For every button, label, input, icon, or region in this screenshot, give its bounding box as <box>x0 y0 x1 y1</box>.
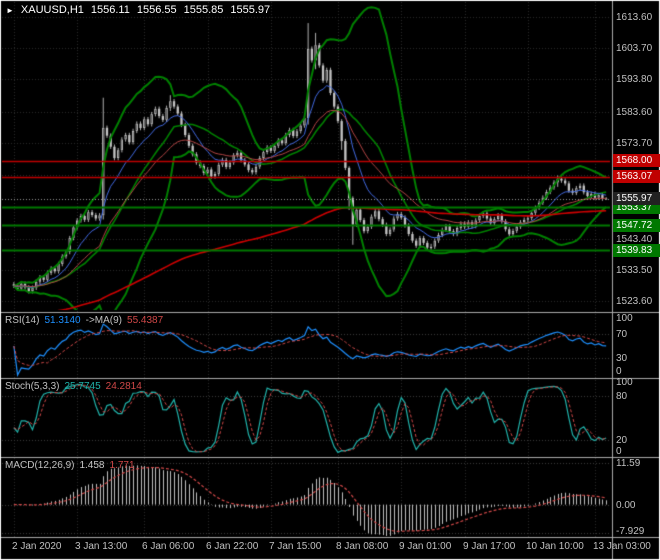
rsi-ma-value: 55.4387 <box>127 315 164 326</box>
rsi-indicator-label: RSI(14) 51.3140 ->MA(9) 55.4387 <box>5 315 163 326</box>
chart-header: ► XAUUSD,H1 1556.11 1556.55 1555.85 1555… <box>6 4 270 16</box>
stoch-axis-tick: 20 <box>616 435 628 446</box>
price-line-label: 1568.00 <box>613 154 660 167</box>
rsi-axis-tick: 100 <box>616 313 633 324</box>
time-axis-tick: 13 Jan 03:00 <box>593 541 651 552</box>
time-axis-tick: 8 Jan 08:00 <box>336 541 389 552</box>
high-value: 1556.55 <box>136 4 177 16</box>
price-line-label: 1563.07 <box>613 170 660 183</box>
price-line-label: 1539.83 <box>613 244 660 257</box>
macd-value: 1.458 <box>79 460 105 471</box>
macd-axis-tick: -7.929 <box>616 526 645 537</box>
time-axis-tick: 6 Jan 22:00 <box>206 541 259 552</box>
rsi-name: RSI(14) <box>5 315 40 326</box>
symbol-timeframe-label: XAUUSD,H1 <box>20 4 84 16</box>
open-value: 1556.11 <box>90 4 130 16</box>
stoch-axis-tick: 0 <box>616 446 622 457</box>
macd-indicator-label: MACD(12,26,9) 1.458 1.771 <box>5 460 135 471</box>
price-axis-tick: 1573.70 <box>616 138 653 149</box>
stoch-k-value: 25.7745 <box>64 381 101 392</box>
macd-axis-tick: 11.59 <box>616 458 641 469</box>
macd-name: MACD(12,26,9) <box>5 460 75 471</box>
rsi-axis-tick: 70 <box>616 329 628 340</box>
stoch-d-value: 24.2814 <box>105 381 142 392</box>
time-axis-tick: 9 Jan 01:00 <box>399 541 452 552</box>
macd-axis-tick: 0.00 <box>616 500 636 511</box>
current-price-label: 1555.97 <box>613 192 660 205</box>
time-axis-tick: 9 Jan 17:00 <box>463 541 516 552</box>
time-axis-tick: 6 Jan 06:00 <box>142 541 195 552</box>
bar-marker-icon: ► <box>6 5 14 15</box>
price-axis-tick: 1583.60 <box>616 107 653 118</box>
price-axis-tick: 1533.50 <box>616 265 653 276</box>
time-axis-tick: 7 Jan 15:00 <box>269 541 322 552</box>
price-axis-tick: 1523.60 <box>616 296 653 307</box>
stoch-name: Stoch(5,3,3) <box>5 381 60 392</box>
price-axis-tick: 1543.40 <box>616 234 653 245</box>
rsi-axis-tick: 0 <box>616 366 622 377</box>
time-axis-tick: 3 Jan 13:00 <box>75 541 128 552</box>
stoch-indicator-label: Stoch(5,3,3) 25.7745 24.2814 <box>5 381 142 392</box>
stoch-axis-tick: 100 <box>616 377 633 388</box>
time-axis-tick: 10 Jan 10:00 <box>526 541 584 552</box>
stoch-axis-tick: 80 <box>616 391 628 402</box>
price-axis-tick: 1603.70 <box>616 43 653 54</box>
price-axis[interactable]: 1613.60 1603.70 1593.80 1583.60 1573.70 1543.… <box>613 0 660 538</box>
price-axis-tick: 1613.60 <box>616 12 653 23</box>
price-axis-tick: 1593.80 <box>616 74 653 85</box>
low-value: 1555.85 <box>183 4 224 16</box>
time-axis-tick: 2 Jan 2020 <box>12 541 62 552</box>
rsi-axis-tick: 30 <box>616 353 628 364</box>
close-value: 1555.97 <box>230 4 271 16</box>
price-line-label: 1547.72 <box>613 219 660 232</box>
macd-signal-value: 1.771 <box>109 460 135 471</box>
time-axis[interactable]: 2 Jan 2020 3 Jan 13:00 6 Jan 06:00 6 Jan 22… <box>0 538 660 560</box>
rsi-value: 51.3140 <box>44 315 81 326</box>
rsi-ma-name: ->MA(9) <box>85 315 123 326</box>
